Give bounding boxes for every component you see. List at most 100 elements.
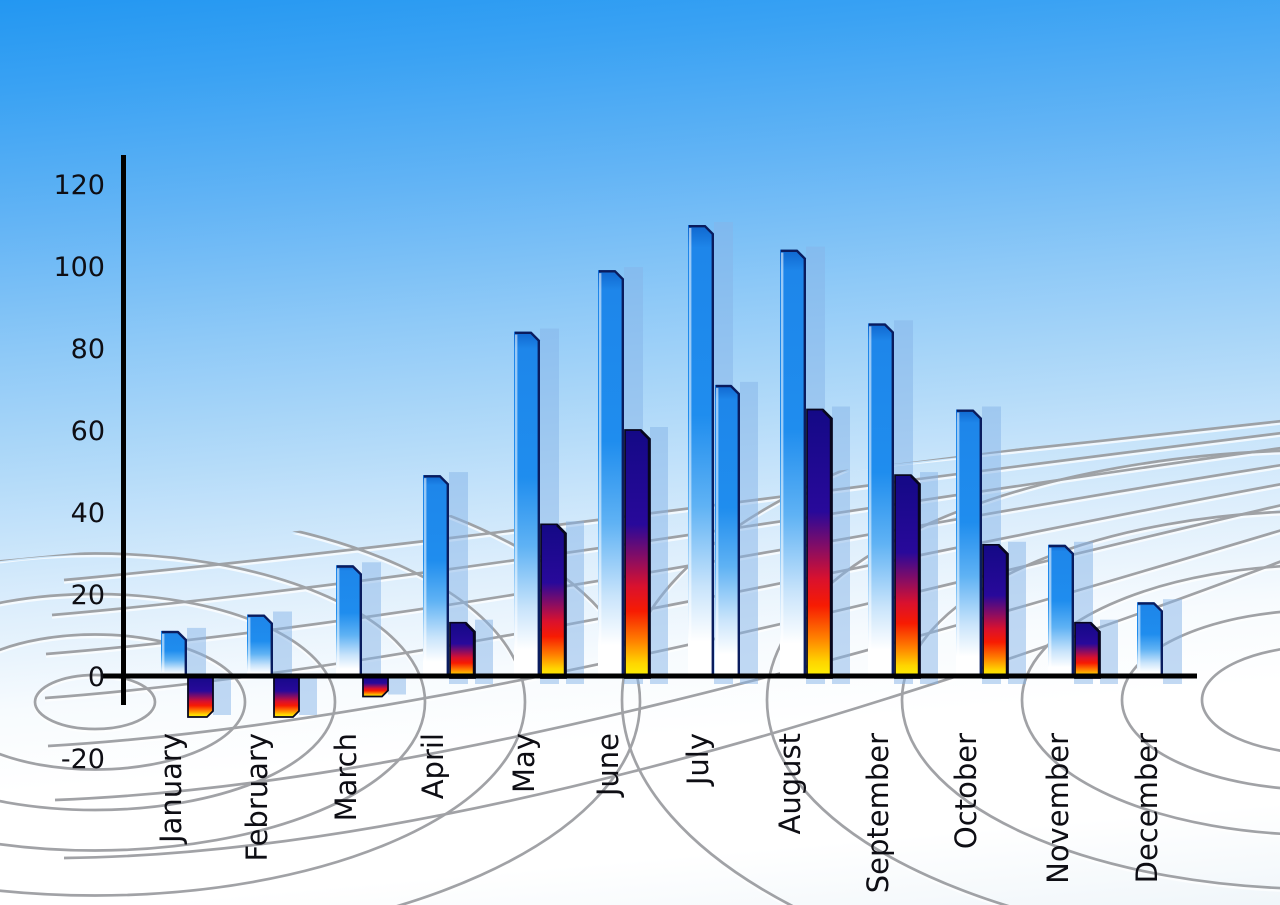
bar-october-blue bbox=[956, 409, 982, 678]
y-tick-label-100: 100 bbox=[53, 252, 105, 283]
bar-edge bbox=[998, 544, 1009, 677]
bar2-shadow-february bbox=[299, 678, 317, 715]
bar-may-blue bbox=[514, 331, 540, 678]
y-tick-label-60: 60 bbox=[71, 416, 105, 447]
grid-arc bbox=[33, 673, 157, 731]
grid-arc bbox=[1020, 563, 1280, 837]
bar-face bbox=[624, 429, 651, 679]
grid-line bbox=[85, 419, 1280, 550]
bar2-shadow-march bbox=[388, 678, 406, 695]
grid-arc bbox=[0, 592, 337, 812]
bar-face bbox=[247, 614, 273, 678]
bar-edge bbox=[515, 331, 540, 677]
grid-arc bbox=[1120, 608, 1280, 792]
y-tick-label-40: 40 bbox=[71, 498, 105, 529]
bar-edge bbox=[689, 225, 714, 677]
bar2-shadow-october bbox=[1008, 541, 1026, 684]
bar-april-thermal bbox=[449, 621, 476, 679]
grid-line bbox=[54, 530, 1280, 804]
grid-line bbox=[54, 528, 1280, 802]
bar2-shadow-june bbox=[650, 427, 668, 684]
bar-edge bbox=[1090, 622, 1101, 677]
bar-shadow-january bbox=[187, 627, 206, 684]
bar-face bbox=[187, 674, 214, 718]
bar-august-thermal bbox=[806, 408, 833, 679]
bar-edge bbox=[337, 565, 362, 677]
bar-edge bbox=[716, 384, 740, 677]
bar-face bbox=[982, 543, 1009, 679]
bar-october-thermal bbox=[982, 543, 1009, 679]
bar-face bbox=[894, 474, 921, 679]
x-tick-label-may: May bbox=[507, 733, 541, 793]
grid-line bbox=[63, 431, 1280, 582]
x-tick-label-august: August bbox=[773, 733, 807, 835]
bar-face bbox=[806, 408, 833, 679]
x-tick-label-march: March bbox=[329, 733, 363, 821]
bar-face bbox=[868, 323, 894, 678]
bar-edge bbox=[1049, 544, 1074, 677]
bar-shadow-march bbox=[362, 562, 381, 684]
bar-march-blue bbox=[336, 565, 362, 678]
x-tick-label-february: February bbox=[240, 733, 274, 862]
bar-september-thermal bbox=[894, 474, 921, 679]
y-tick-label--20: -20 bbox=[61, 744, 105, 775]
bar2-shadow-november bbox=[1100, 619, 1118, 684]
bar-face bbox=[1048, 544, 1074, 678]
x-tick-label-april: April bbox=[416, 733, 450, 799]
grid-arc bbox=[900, 509, 1280, 891]
bar-edge bbox=[424, 475, 449, 677]
grid-arc bbox=[620, 414, 1280, 905]
bar-edge bbox=[640, 429, 651, 677]
bar-january-blue bbox=[161, 630, 187, 678]
y-tick-label-0: 0 bbox=[88, 662, 105, 693]
grid-arc bbox=[0, 552, 427, 852]
axes-layer bbox=[101, 155, 1197, 705]
y-tick-label-120: 120 bbox=[53, 170, 105, 201]
bar-july-blue-secondary bbox=[715, 384, 740, 678]
bar-january-thermal-negative bbox=[187, 674, 214, 718]
bar-face bbox=[688, 225, 714, 678]
labels-layer: 120 100 80 60 40 20 0 -20 January February March Ap… bbox=[53, 170, 1164, 893]
bar-face bbox=[161, 630, 187, 678]
bar-may-thermal bbox=[540, 523, 567, 679]
grid-line bbox=[85, 421, 1280, 552]
bar-august-blue bbox=[780, 249, 806, 678]
bar-edge bbox=[957, 409, 982, 677]
x-tick-label-october: October bbox=[949, 733, 983, 849]
bar-shadow-february bbox=[273, 611, 292, 684]
bar-april-blue bbox=[423, 475, 449, 678]
grid-arc bbox=[0, 633, 247, 771]
bar-june-thermal bbox=[624, 429, 651, 679]
bar-september-blue bbox=[868, 323, 894, 678]
bar-november-blue bbox=[1048, 544, 1074, 678]
bar-edge bbox=[162, 630, 187, 677]
bar-july-blue bbox=[688, 225, 714, 678]
bar-december-blue bbox=[1137, 602, 1163, 678]
bar2-shadow-may bbox=[566, 521, 584, 684]
bars-layer bbox=[161, 222, 1182, 718]
x-tick-label-june: June bbox=[591, 733, 625, 798]
bar-edge bbox=[822, 409, 833, 677]
bar-face bbox=[273, 674, 300, 718]
bar2-shadow-september bbox=[920, 472, 938, 684]
bar-edge bbox=[599, 270, 624, 677]
bar-face bbox=[449, 621, 476, 679]
bar-edge bbox=[556, 524, 567, 677]
bar2-shadow-august bbox=[832, 406, 850, 684]
x-tick-label-december: December bbox=[1130, 733, 1164, 883]
bar-face bbox=[423, 475, 449, 678]
bar-edge bbox=[465, 622, 476, 677]
bar-february-thermal-negative bbox=[273, 674, 300, 718]
bar-edge bbox=[910, 475, 921, 677]
bar2-shadow-july bbox=[740, 381, 758, 684]
bar-face bbox=[598, 270, 624, 678]
bar-face bbox=[780, 249, 806, 678]
bar-november-thermal bbox=[1074, 621, 1101, 679]
x-tick-label-january: January bbox=[154, 733, 188, 845]
x-tick-label-november: November bbox=[1041, 733, 1075, 884]
x-tick-label-september: September bbox=[861, 733, 895, 893]
bar-face bbox=[715, 384, 740, 678]
bar-edge bbox=[1138, 602, 1163, 677]
bar-face bbox=[1137, 602, 1163, 678]
